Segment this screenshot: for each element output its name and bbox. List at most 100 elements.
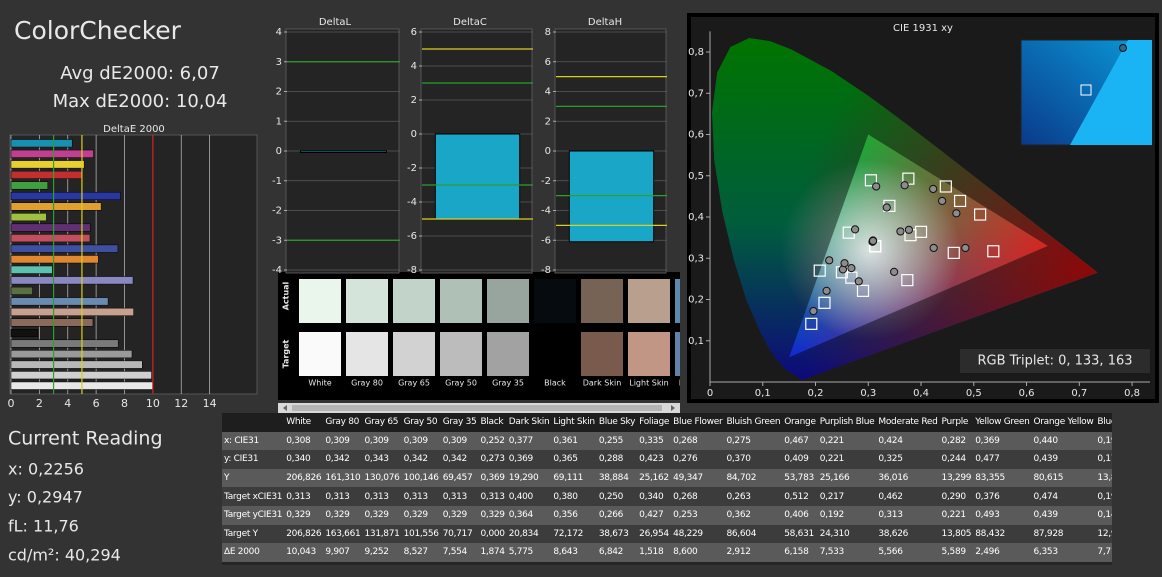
cell: 0,474 <box>1031 487 1096 506</box>
cell: 0,477 <box>973 450 1032 469</box>
cell: 83,355 <box>973 468 1032 488</box>
inset-gamut <box>1070 40 1152 145</box>
bar <box>10 339 119 348</box>
cell: 5,566 <box>876 543 940 562</box>
cell: 48,229 <box>671 524 725 544</box>
reading-line: fL: 11,76 <box>8 517 79 536</box>
chart-title: DeltaE 2000 <box>103 124 165 135</box>
cell: 0,335 <box>637 431 672 451</box>
swatch-actual <box>346 279 388 323</box>
cell: 0,172 <box>1095 450 1112 469</box>
cell: 9,907 <box>323 543 363 562</box>
target-point <box>987 245 1000 258</box>
swatch-actual <box>675 279 680 323</box>
cell: 0,329 <box>362 505 402 525</box>
cell: 0,369 <box>973 431 1032 451</box>
cell: 0,364 <box>506 505 552 525</box>
column-header: Gray 50 <box>401 413 441 432</box>
row-label: Target Y <box>222 524 285 544</box>
bar <box>300 150 387 153</box>
table-row: Target Y 206,826 163,661 131,871 101,556 70,7… <box>222 524 1112 544</box>
y-tick-label: -6 <box>407 231 417 242</box>
cell: 0,409 <box>782 450 818 469</box>
swatch-actual <box>534 279 576 323</box>
column-header: Gray 35 <box>440 413 479 432</box>
cell: 13,805 <box>939 524 974 544</box>
target-point <box>813 264 826 277</box>
cell: 0,308 <box>284 431 324 451</box>
bar <box>10 191 121 200</box>
swatch-target <box>534 332 576 376</box>
cell: 161,310 <box>323 468 363 488</box>
chart-title: DeltaH <box>588 17 622 28</box>
y-tick-label: 1 <box>276 116 282 127</box>
cell: 9,252 <box>362 543 402 562</box>
y-tick-label: 2 <box>545 116 551 127</box>
cell: 206,826 <box>284 524 324 544</box>
target-point <box>947 246 960 259</box>
y-tick-label: -3 <box>272 235 282 246</box>
target-point <box>818 296 831 309</box>
cell: 0,329 <box>323 505 363 525</box>
cell: 7,533 <box>817 543 877 562</box>
y-tick-label: -2 <box>407 163 417 174</box>
cell: 49,347 <box>671 468 725 488</box>
swatch-actual <box>299 279 341 323</box>
y-tick-label: 0,5 <box>688 171 704 182</box>
bar <box>10 255 99 264</box>
column-header: Dark Skin <box>506 413 552 432</box>
cell: 0,329 <box>401 505 441 525</box>
measured-point <box>825 256 834 265</box>
swatch-target <box>487 332 529 376</box>
cell: 87,928 <box>1031 524 1096 544</box>
cell: 0,512 <box>782 487 818 506</box>
cell: 0,361 <box>551 431 597 451</box>
x-tick-label: 8 <box>121 397 128 410</box>
y-tick-label: 0 <box>276 146 282 157</box>
cell: 0,221 <box>817 431 877 451</box>
scroll-thumb[interactable] <box>292 405 662 411</box>
swatch-actual <box>393 279 435 323</box>
y-tick-label: 4 <box>411 61 417 72</box>
row-label: y: CIE31 <box>222 450 285 469</box>
cell: 0,192 <box>1095 487 1112 506</box>
y-tick-label: 2 <box>411 95 417 106</box>
cell: 0,424 <box>876 431 940 451</box>
y-tick-label: -8 <box>407 265 417 276</box>
bar <box>10 350 133 359</box>
cell: 0,309 <box>440 431 479 451</box>
cell: 0,370 <box>724 450 783 469</box>
cell: 0,255 <box>596 431 638 451</box>
cell: 0,309 <box>323 431 363 451</box>
x-tick-label: 6 <box>93 397 100 410</box>
swatch-label: White <box>308 379 331 388</box>
cell: 0,275 <box>724 431 783 451</box>
measured-point <box>809 306 818 316</box>
cell: 70,717 <box>440 524 479 544</box>
swatch-target <box>581 332 623 376</box>
x-tick-label: 12 <box>174 397 188 410</box>
cell: 25,166 <box>817 468 877 488</box>
cell: 0,423 <box>637 450 672 469</box>
cell: 0,376 <box>973 487 1032 506</box>
row-label: Target <box>282 339 291 368</box>
swatch-actual <box>581 279 623 323</box>
chart-title: DeltaC <box>453 17 487 28</box>
x-tick-label: 0,3 <box>860 388 876 399</box>
y-tick-label: 0,2 <box>688 295 704 306</box>
bar <box>10 307 134 316</box>
cell: 0,313 <box>440 487 479 506</box>
swatch-target <box>299 332 341 376</box>
swatch-target <box>675 332 680 376</box>
cell: 0,493 <box>973 505 1032 525</box>
x-tick-label: 2 <box>36 397 43 410</box>
reading-line: cd/m²: 40,294 <box>8 546 121 565</box>
annotation-box <box>960 349 1150 373</box>
bar <box>10 329 38 338</box>
y-tick-label: -4 <box>541 206 551 217</box>
bar <box>10 223 91 232</box>
x-tick-label: 0,6 <box>1019 388 1035 399</box>
cell: 86,604 <box>724 524 783 544</box>
